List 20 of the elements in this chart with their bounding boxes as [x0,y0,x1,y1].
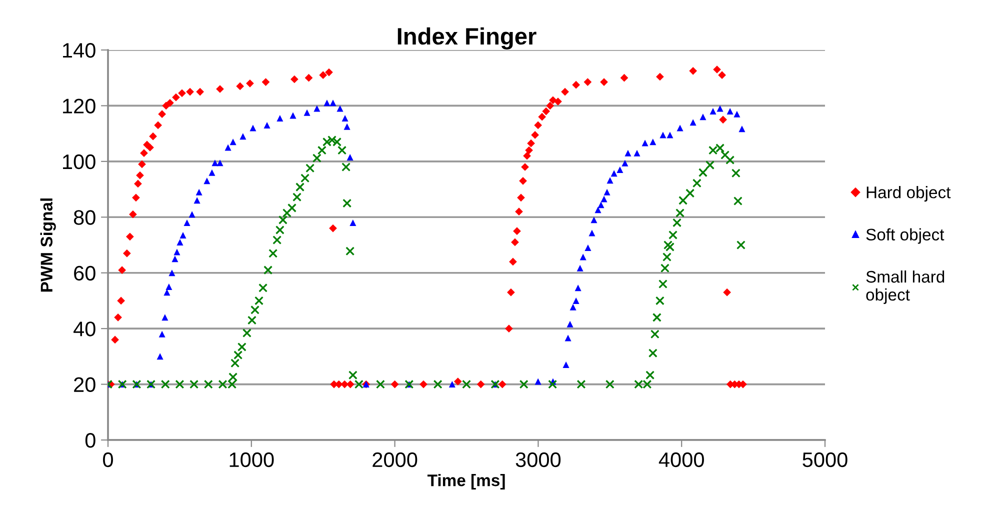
legend-label: Soft object [866,228,944,244]
y-axis-title: PWM Signal [40,198,56,292]
x-tick-label: 5000 [802,452,848,468]
y-tick-label: 80 [74,210,96,225]
x-tick-label: 4000 [658,452,704,468]
x-tick-label: 2000 [372,452,418,468]
y-tick-label: 100 [63,154,96,170]
chart-title: Index Finger [398,27,536,50]
x-tick-label: 1000 [230,452,274,468]
y-tick-label: 120 [63,98,96,114]
y-tick-label: 0 [85,433,96,448]
legend-label: Hard object [866,186,951,202]
legend-label: Small hard object [866,270,944,304]
y-tick-label: 140 [63,43,96,58]
y-tick-label: 60 [74,266,96,281]
y-tick-label: 40 [74,322,96,336]
x-axis-title: Time [ms] [427,474,505,490]
y-tick-label: 20 [74,377,96,392]
x-tick-label: 3000 [516,452,561,468]
x-tick-label: 0 [103,452,113,468]
